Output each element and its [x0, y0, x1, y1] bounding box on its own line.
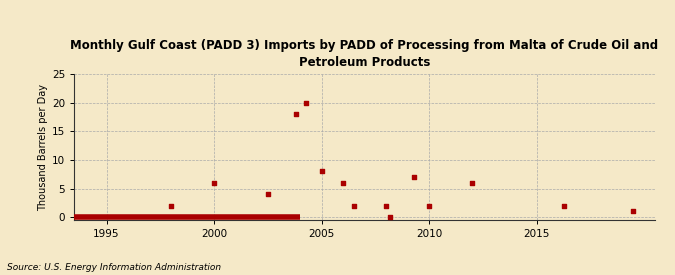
Point — [338, 181, 348, 185]
Text: Source: U.S. Energy Information Administration: Source: U.S. Energy Information Administ… — [7, 263, 221, 272]
Point — [290, 112, 301, 116]
Point — [385, 215, 396, 219]
Point — [316, 169, 327, 174]
Point — [466, 181, 477, 185]
Point — [165, 204, 176, 208]
Title: Monthly Gulf Coast (PADD 3) Imports by PADD of Processing from Malta of Crude Oi: Monthly Gulf Coast (PADD 3) Imports by P… — [70, 39, 659, 69]
Point — [348, 204, 359, 208]
Point — [559, 204, 570, 208]
Point — [408, 175, 419, 179]
Point — [263, 192, 273, 196]
Point — [381, 204, 392, 208]
Y-axis label: Thousand Barrels per Day: Thousand Barrels per Day — [38, 84, 48, 211]
Point — [424, 204, 435, 208]
Point — [209, 181, 219, 185]
Point — [628, 209, 639, 214]
Point — [301, 101, 312, 105]
